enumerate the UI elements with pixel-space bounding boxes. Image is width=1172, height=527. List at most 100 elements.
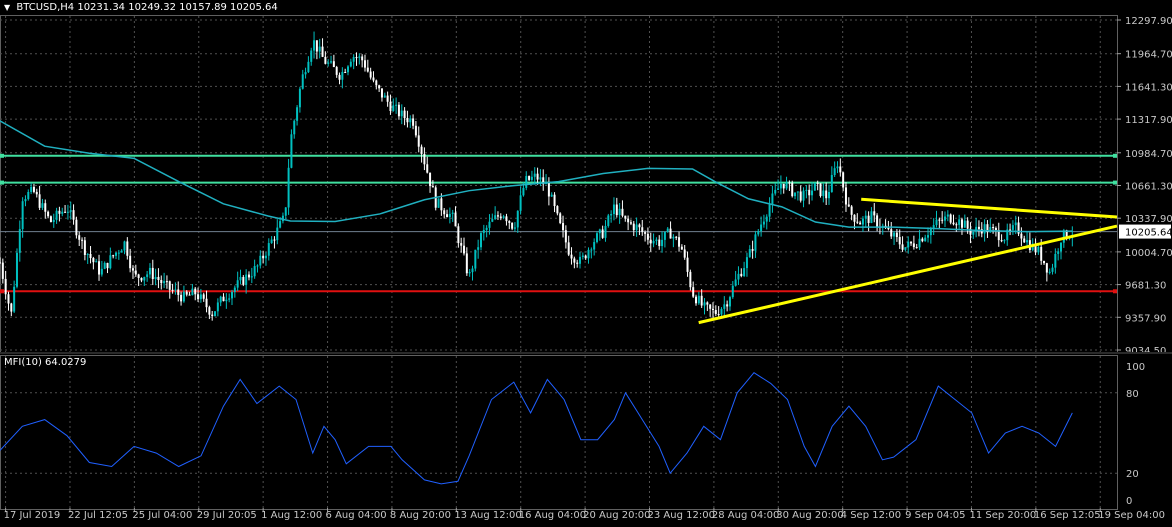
candle-body bbox=[836, 166, 839, 169]
candle-body bbox=[426, 164, 429, 173]
candle-body bbox=[131, 268, 134, 271]
current-price-box bbox=[1119, 224, 1171, 239]
mfi-pane-frame bbox=[0, 355, 1118, 510]
time-tick-label: 6 Aug 04:00 bbox=[326, 510, 387, 521]
candle-body bbox=[341, 71, 344, 80]
candle-body bbox=[918, 238, 921, 248]
candle-body bbox=[898, 236, 901, 245]
candle-body bbox=[7, 294, 10, 304]
candle-body bbox=[751, 249, 754, 251]
candle-body bbox=[929, 228, 932, 236]
candle-body bbox=[943, 216, 946, 221]
price-tick-label: 9681.30 bbox=[1125, 281, 1166, 292]
candle-body bbox=[330, 61, 333, 63]
candle-body bbox=[649, 239, 652, 244]
candle-body bbox=[955, 224, 958, 226]
candle-body bbox=[214, 311, 217, 317]
candle-body bbox=[383, 95, 386, 98]
candle-body bbox=[239, 276, 242, 281]
candle-body bbox=[233, 287, 236, 292]
price-tick-label: 11317.90 bbox=[1125, 115, 1172, 126]
candle-body bbox=[692, 287, 695, 297]
candle-body bbox=[737, 273, 740, 280]
candle-body bbox=[762, 221, 765, 225]
candle-body bbox=[564, 230, 567, 243]
candle-body bbox=[366, 67, 369, 72]
candle-body bbox=[352, 57, 355, 62]
candle-body bbox=[228, 298, 231, 300]
candle-body bbox=[827, 191, 830, 199]
candle-body bbox=[861, 218, 864, 225]
candle-body bbox=[989, 227, 992, 233]
candle-body bbox=[612, 204, 615, 215]
candle-body bbox=[782, 183, 785, 189]
ohlc-high: 10249.32 bbox=[128, 2, 176, 13]
candle-body bbox=[163, 281, 166, 284]
level-handle-left-support bbox=[0, 289, 4, 294]
candle-body bbox=[513, 227, 516, 229]
candle-body bbox=[966, 220, 969, 229]
candle-body bbox=[1026, 240, 1029, 243]
candle-body bbox=[1014, 222, 1017, 226]
symbol-header: ▼ BTCUSD,H4 10231.34 10249.32 10157.89 1… bbox=[4, 2, 278, 13]
candle-body bbox=[1043, 260, 1046, 264]
candle-body bbox=[324, 56, 327, 64]
candle-body bbox=[703, 302, 706, 306]
candle-body bbox=[499, 216, 502, 218]
candle-body bbox=[927, 235, 930, 238]
candle-body bbox=[672, 236, 675, 239]
candle-body bbox=[92, 258, 95, 263]
candle-body bbox=[1011, 225, 1014, 230]
candle-body bbox=[901, 244, 904, 250]
candle-body bbox=[1051, 267, 1054, 272]
candle-body bbox=[525, 176, 528, 188]
candle-body bbox=[816, 182, 819, 184]
candle-body bbox=[55, 210, 58, 220]
candle-body bbox=[711, 308, 714, 311]
candle-body bbox=[290, 134, 293, 168]
time-tick-label: 16 Sep 12:05 bbox=[1034, 510, 1101, 521]
pane-separator[interactable] bbox=[0, 352, 1172, 354]
candle-body bbox=[952, 222, 955, 225]
candle-body bbox=[1009, 229, 1012, 231]
candle-body bbox=[454, 212, 457, 227]
dropdown-triangle-icon[interactable]: ▼ bbox=[4, 3, 11, 12]
time-tick-label: 22 Jul 12:05 bbox=[68, 510, 128, 521]
candle-body bbox=[301, 74, 304, 89]
time-tick-label: 17 Jul 2019 bbox=[4, 510, 61, 521]
candle-body bbox=[296, 107, 299, 121]
candle-body bbox=[1045, 263, 1048, 273]
candle-body bbox=[35, 191, 38, 195]
candle-body bbox=[949, 214, 952, 223]
candle-body bbox=[986, 224, 989, 233]
candle-body bbox=[550, 194, 553, 197]
candle-body bbox=[539, 177, 542, 180]
candle-body bbox=[4, 278, 7, 295]
candle-body bbox=[519, 195, 522, 211]
candle-body bbox=[431, 186, 434, 188]
candle-body bbox=[910, 241, 913, 244]
candle-body bbox=[813, 182, 816, 191]
time-tick-label: 28 Aug 04:00 bbox=[712, 510, 779, 521]
candle-body bbox=[760, 224, 763, 232]
candle-body bbox=[867, 215, 870, 223]
candle-body bbox=[946, 214, 949, 217]
candle-body bbox=[231, 291, 234, 299]
candle-body bbox=[185, 291, 188, 295]
candle-body bbox=[191, 288, 194, 296]
main-pane-frame bbox=[0, 15, 1118, 353]
time-tick-label: 13 Aug 12:00 bbox=[454, 510, 521, 521]
candle-body bbox=[276, 227, 279, 241]
candle-body bbox=[32, 186, 35, 192]
candle-body bbox=[134, 270, 137, 275]
time-tick-label: 29 Jul 20:05 bbox=[197, 510, 257, 521]
candle-body bbox=[126, 241, 129, 256]
mfi-tick-label: 0 bbox=[1126, 496, 1132, 507]
candle-body bbox=[997, 229, 1000, 241]
candle-body bbox=[109, 255, 112, 269]
candle-body bbox=[669, 228, 672, 239]
candle-body bbox=[941, 219, 944, 221]
candle-body bbox=[830, 175, 833, 192]
candle-body bbox=[754, 234, 757, 251]
candle-body bbox=[516, 210, 519, 228]
